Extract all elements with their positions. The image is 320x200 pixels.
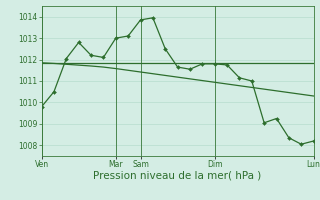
X-axis label: Pression niveau de la mer( hPa ): Pression niveau de la mer( hPa ) xyxy=(93,171,262,181)
